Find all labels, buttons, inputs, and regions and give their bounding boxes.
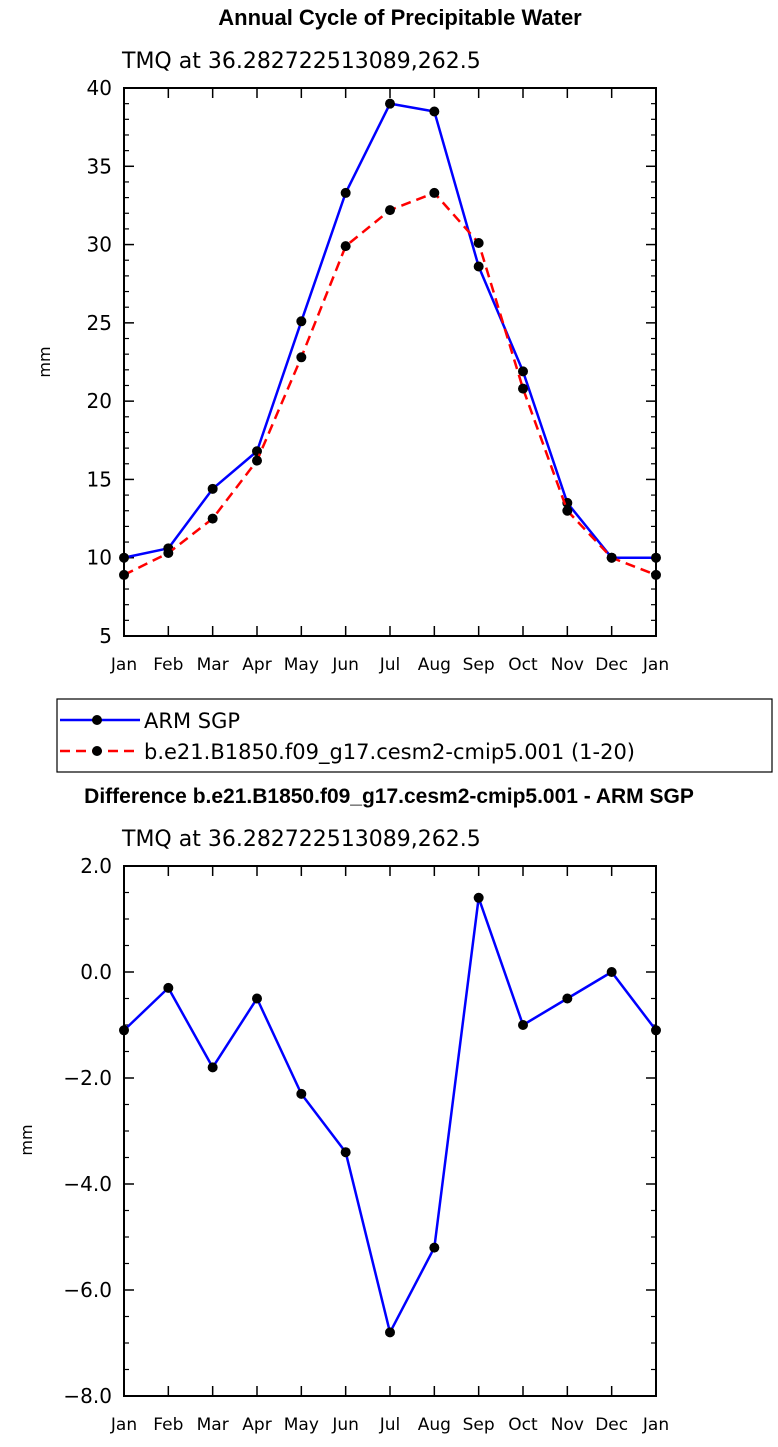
diff-point-0-9 [518, 1020, 528, 1030]
y-tick-label: −6.0 [63, 1278, 112, 1302]
legend-box [56, 698, 773, 773]
cycle-point-1-9 [518, 383, 528, 394]
x-tick-label: Nov [551, 655, 584, 675]
x-tick-label: Jun [331, 655, 359, 675]
x-tick-label: Oct [508, 1415, 538, 1435]
cycle-point-1-7 [429, 187, 440, 198]
x-tick-label: Aug [418, 1415, 451, 1435]
x-tick-label: Mar [197, 1415, 229, 1435]
x-tick-label: Jan [110, 1415, 137, 1435]
diff-point-0-2 [207, 1062, 218, 1073]
cycle-point-0-2 [207, 483, 218, 494]
cycle-point-1-10 [562, 505, 573, 516]
x-tick-label: Nov [551, 1415, 584, 1435]
y-tick-label: −4.0 [63, 1172, 112, 1196]
cycle-point-1-4 [296, 352, 307, 363]
cycle-point-0-8 [473, 261, 484, 272]
cycle-point-1-11 [606, 552, 617, 563]
y-tick-label: 2.0 [80, 854, 112, 878]
cycle-point-0-4 [296, 316, 307, 327]
chart-subtitle: TMQ at 36.282722513089,262.5 [121, 827, 481, 852]
x-tick-label: Dec [595, 655, 628, 675]
diff-series-line-0 [123, 896, 657, 1334]
x-tick-label: Feb [153, 655, 183, 675]
chart-title: Difference b.e21.B1850.f09_g17.cesm2-cmi… [84, 785, 694, 808]
y-tick-label: 25 [87, 311, 112, 335]
x-tick-label: Dec [595, 1415, 628, 1435]
cycle-point-1-1 [163, 548, 174, 559]
plot-frame [123, 865, 657, 1397]
axis-ticks: Jan Feb Mar Apr May Jun Jul Aug Sep Oct Nov Dec Jan −… [63, 854, 669, 1435]
x-tick-label: Sep [463, 655, 495, 675]
y-axis-label: mm [35, 346, 54, 377]
cycle-point-0-6 [385, 98, 395, 109]
annual-cycle-panel: Annual Cycle of Precipitable Water TMQ a… [35, 5, 669, 675]
diff-point-0-5 [340, 1147, 351, 1158]
diff-point-0-6 [385, 1327, 395, 1338]
plot-frame [123, 87, 657, 637]
y-tick-label: 0.0 [80, 960, 112, 984]
x-tick-label: Jun [331, 1415, 359, 1435]
x-tick-label: Jan [642, 1415, 669, 1435]
diff-point-0-8 [473, 892, 484, 903]
diff-point-0-7 [429, 1242, 440, 1253]
cycle-point-0-5 [340, 187, 351, 198]
y-tick-label: 30 [87, 233, 112, 257]
chart-title: Annual Cycle of Precipitable Water [218, 5, 582, 30]
legend: ARM SGP b.e21.B1850.f09_g17.cesm2-cmip5.… [56, 698, 773, 773]
y-tick-label: 15 [87, 467, 112, 491]
diff-point-0-4 [296, 1088, 307, 1099]
cycle-point-0-9 [518, 366, 528, 377]
diff-point-0-3 [252, 993, 262, 1004]
y-tick-label: −2.0 [63, 1066, 112, 1090]
x-tick-label: May [284, 655, 319, 675]
chart-subtitle: TMQ at 36.282722513089,262.5 [121, 49, 481, 74]
y-tick-label: −8.0 [63, 1384, 112, 1408]
y-tick-label: 20 [87, 389, 112, 413]
y-tick-label: 10 [87, 546, 112, 570]
y-axis-label: mm [17, 1124, 36, 1155]
cycle-series-line-1 [123, 191, 657, 577]
cycle-point-1-8 [473, 238, 484, 249]
plot-series [119, 892, 661, 1338]
legend-marker-arm-sgp [92, 715, 102, 725]
diff-point-0-11 [606, 967, 617, 977]
diff-point-0-10 [562, 993, 573, 1004]
x-tick-label: Jan [642, 655, 669, 675]
x-tick-label: Aug [418, 655, 451, 675]
x-tick-label: Feb [153, 1415, 183, 1435]
x-tick-label: Apr [242, 1415, 271, 1435]
x-tick-label: Jan [110, 655, 137, 675]
cycle-point-1-5 [340, 241, 351, 252]
y-tick-label: 5 [99, 624, 112, 648]
diff-point-0-1 [163, 982, 174, 993]
x-tick-label: Oct [508, 655, 538, 675]
axis-ticks: Jan Feb Mar Apr May Jun Jul Aug Sep Oct Nov Dec Jan 5… [87, 76, 670, 675]
x-tick-label: Jul [379, 1415, 401, 1435]
cycle-point-1-6 [385, 205, 395, 216]
cycle-point-1-3 [252, 455, 262, 466]
x-tick-label: May [284, 1415, 319, 1435]
cycle-point-1-2 [207, 513, 218, 524]
x-tick-label: Sep [463, 1415, 495, 1435]
cycle-series-line-0 [123, 102, 656, 559]
legend-label-arm-sgp: ARM SGP [144, 709, 240, 733]
legend-marker-model [92, 746, 102, 756]
cycle-point-0-7 [429, 106, 440, 117]
y-tick-label: 35 [87, 154, 112, 178]
x-tick-label: Mar [197, 655, 229, 675]
x-tick-label: Apr [242, 655, 271, 675]
x-tick-label: Jul [379, 655, 401, 675]
plot-series [119, 98, 661, 580]
y-tick-label: 40 [87, 76, 112, 100]
legend-label-model: b.e21.B1850.f09_g17.cesm2-cmip5.001 (1-2… [144, 740, 635, 765]
difference-panel: Difference b.e21.B1850.f09_g17.cesm2-cmi… [17, 785, 694, 1435]
